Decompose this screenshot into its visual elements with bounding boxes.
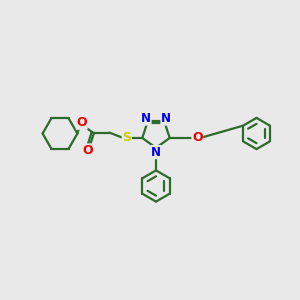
Text: N: N [161, 112, 171, 125]
Text: O: O [76, 116, 87, 129]
Text: S: S [122, 131, 131, 144]
Text: N: N [141, 112, 151, 125]
Text: O: O [192, 131, 202, 144]
Text: O: O [82, 144, 93, 157]
Text: N: N [151, 146, 161, 159]
